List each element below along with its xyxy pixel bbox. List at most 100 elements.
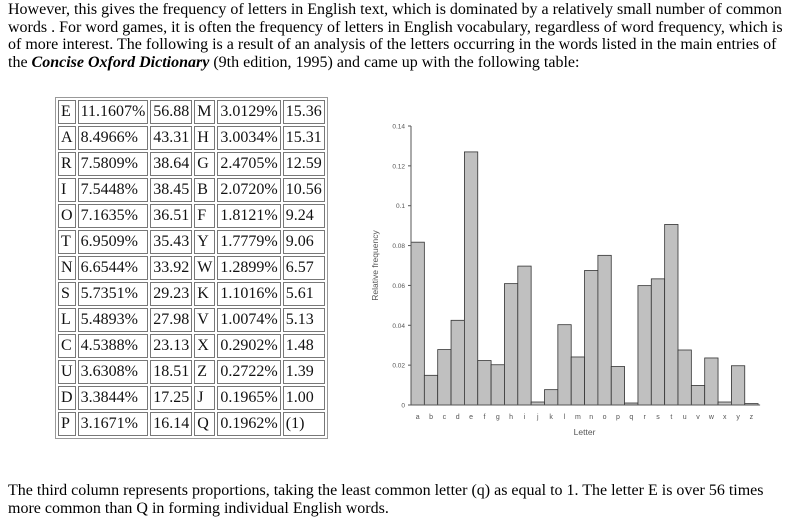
table-cell: 5.61 [282,282,325,306]
table-cell: 9.24 [282,204,325,228]
x-tick-label: a [416,414,420,421]
letter-frequency-table: E 11.1607% 56.88 M 3.0129% 15.36 A 8.4966% 43.31… [55,97,328,439]
table-cell: D [58,386,76,410]
table-cell: 33.92 [150,256,193,280]
bar-p [610,366,626,406]
table-cell: 1.39 [282,360,325,384]
table-cell: K [194,282,216,306]
x-tick-label: s [656,414,660,421]
table-cell: P [58,412,76,436]
table-cell: 2.4705% [217,152,281,176]
x-tick-label: e [469,414,473,421]
table-cell: 5.13 [282,308,325,332]
table-cell: 29.23 [150,282,193,306]
table-cell: 38.64 [150,152,193,176]
letter-frequency-chart: 0 0.02 0.04 0.06 0.08 0.1 0.12 0.14 a b c d e f g h i j k l… [370,124,761,437]
bar-b [423,374,439,406]
table-cell: A [58,126,76,150]
x-tick-label: d [456,414,460,421]
y-tick-label: 0.06 [392,283,405,290]
x-tick-label: j [536,414,539,421]
table-cell: 0.2902% [217,334,281,358]
table-cell: Z [194,360,216,384]
bar-c [437,349,452,406]
dictionary-title: Concise Oxford Dictionary [31,53,210,71]
table-cell: 17.25 [150,386,193,410]
y-tick-label: 0 [401,403,405,410]
table-cell: 1.0074% [217,308,281,332]
outro-paragraph: The third column represents proportions,… [8,482,764,517]
table-cell: Q [194,412,216,436]
table-cell: 16.14 [150,412,193,436]
table-cell: 1.8121% [217,204,281,228]
x-tick-label: w [708,414,715,421]
intro-text: However, this gives the frequency of let… [8,1,783,71]
bar-g [490,364,505,406]
x-tick-label: f [483,414,485,421]
bar-l [557,324,572,406]
table-cell: 3.0034% [217,126,281,150]
x-tick-label: t [670,414,672,421]
table-cell: 1.48 [282,334,325,358]
table-cell: H [194,126,216,150]
x-tick-label: l [564,414,566,421]
table-cell: 36.51 [150,204,193,228]
table-cell: 10.56 [282,178,325,202]
bar-a [410,241,425,406]
table-cell: 3.0129% [217,100,281,124]
table-cell: 1.2899% [217,256,281,280]
table-cell: G [194,152,216,176]
table-cell: 18.51 [150,360,193,384]
table-cell: 43.31 [150,126,193,150]
table-cell: B [194,178,216,202]
table-cell: W [194,256,216,280]
y-tick-label: 0.12 [392,163,405,170]
table-cell: 11.1607% [77,100,149,124]
table-row: I 7.5448% 38.45 B 2.0720% 10.56 [58,178,325,202]
table-row: U 3.6308% 18.51 Z 0.2722% 1.39 [58,360,325,384]
table-row: C 4.5388% 23.13 X 0.2902% 1.48 [58,334,325,358]
x-tick-label: c [443,414,447,421]
table-cell: X [194,334,216,358]
y-axis-title: Relative frequency [370,230,380,301]
table-row: T 6.9509% 35.43 Y 1.7779% 9.06 [58,230,325,254]
x-axis-title: Letter [574,427,596,437]
x-tick-label: x [723,414,727,421]
x-tick-label: i [524,414,526,421]
table-cell: E [58,100,76,124]
bar-h [504,283,519,406]
y-tick-label: 0.08 [392,243,405,250]
table-cell: N [58,256,76,280]
bar-w [704,357,719,406]
table-cell: 5.4893% [77,308,149,332]
table-row: O 7.1635% 36.51 F 1.8121% 9.24 [58,204,325,228]
table-cell: 3.6308% [77,360,149,384]
table-cell: 6.6544% [77,256,149,280]
x-tick-label: b [429,414,433,421]
y-tick-label: 0.02 [392,363,405,370]
table-row: P 3.1671% 16.14 Q 0.1962% (1) [58,412,325,436]
bar-v [690,385,706,406]
bar-r [637,285,652,406]
table-row: L 5.4893% 27.98 V 1.0074% 5.13 [58,308,325,332]
table-cell: 35.43 [150,230,193,254]
table-cell: 7.1635% [77,204,149,228]
x-tick-label: p [616,414,620,421]
table-cell: 6.9509% [77,230,149,254]
bar-m [570,356,585,406]
table-cell: Y [194,230,216,254]
table-row: E 11.1607% 56.88 M 3.0129% 15.36 [58,100,325,124]
table-cell: 6.57 [282,256,325,280]
table-cell: 7.5809% [77,152,149,176]
x-tick-label: k [549,414,553,421]
x-tick-label: y [736,414,740,421]
table-row: D 3.3844% 17.25 J 0.1965% 1.00 [58,386,325,410]
table-row: N 6.6544% 33.92 W 1.2899% 6.57 [58,256,325,280]
table-cell: C [58,334,76,358]
bar-n [584,270,599,406]
x-tick-label: u [683,414,687,421]
x-tick-label: r [643,414,646,421]
bar-k [544,389,559,406]
x-tick-label: g [496,414,500,421]
table-cell: 0.2722% [217,360,281,384]
